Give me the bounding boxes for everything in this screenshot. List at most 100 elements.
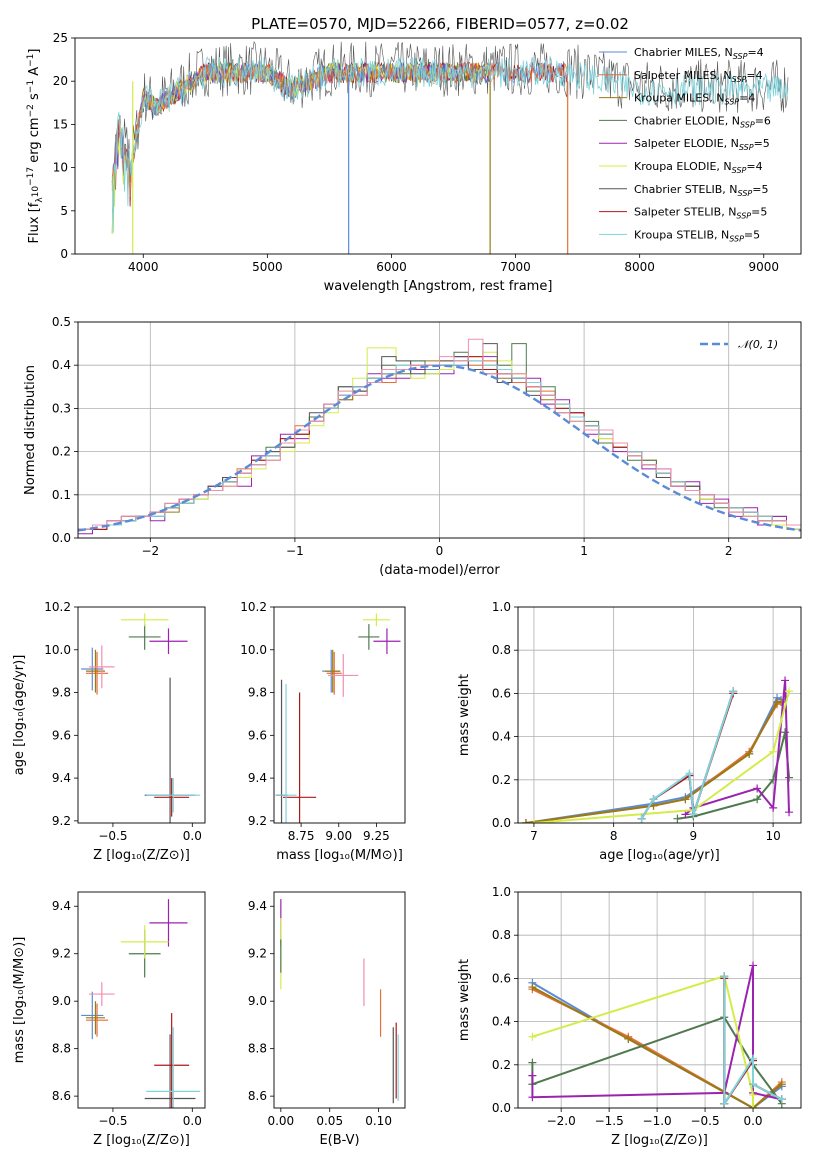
y-tick-label: 9.2 <box>52 814 71 828</box>
y-label-part: A <box>27 67 42 80</box>
spectrum-panel: 4000 5000 6000 7000 8000 9000 0 5 10 15 20 25 wavele… <box>26 31 802 294</box>
legend-tail: =5 <box>754 137 770 150</box>
massweight-line <box>533 690 790 823</box>
spectrum-line <box>111 56 789 233</box>
x-tick-label: 8000 <box>624 260 655 274</box>
y-tick-label: 0.2 <box>492 773 511 787</box>
massweight-marker <box>777 1095 786 1104</box>
y-label-part: −1 <box>26 54 36 67</box>
y-tick-label: 1.0 <box>492 600 511 614</box>
x-tick-label: 7 <box>530 829 538 843</box>
plot-area <box>81 899 201 1108</box>
legend-text: Chabrier MILES, N <box>634 46 733 59</box>
massweight-marker <box>749 1091 758 1100</box>
x-tick-label: 0.0 <box>183 1114 202 1128</box>
plot-area <box>521 676 794 823</box>
legend-tail: =5 <box>752 183 768 196</box>
massweight-marker <box>785 808 794 817</box>
plot-area <box>528 961 786 1108</box>
x-tick-label: 4000 <box>128 260 159 274</box>
residuals-panel: −2 −1 0 1 2 0.0 0.1 0.2 0.3 0.4 0.5 (data-model)/er… <box>23 315 802 578</box>
massweight-marker <box>681 810 690 819</box>
legend-text: Chabrier STELIB, N <box>634 183 738 196</box>
axes-frame <box>273 891 406 1109</box>
y-tick-label: 0.8 <box>492 928 511 942</box>
y-tick-label: 9.8 <box>52 686 71 700</box>
legend-sub: SSP <box>724 98 739 107</box>
legend-text: Salpeter MILES, N <box>634 69 732 82</box>
x-tick-label: 0.00 <box>267 1114 294 1128</box>
normal-curve <box>78 364 801 532</box>
figure-title: PLATE=0570, MJD=52266, FIBERID=0577, z=0… <box>251 15 629 33</box>
legend-text: Salpeter ELODIE, N <box>634 137 739 150</box>
y-tick-label: 0.4 <box>492 1015 511 1029</box>
massweight-marker <box>528 1058 537 1067</box>
y-tick-label: 5 <box>60 204 68 218</box>
plot-area <box>111 40 789 254</box>
y-tick-label: 20 <box>53 74 68 88</box>
x-tick-label: 5000 <box>252 260 283 274</box>
legend-sub: SSP <box>740 120 755 129</box>
x-tick-label: −0.5 <box>690 1114 719 1128</box>
massweight-marker <box>521 819 530 823</box>
legend-text: Kroupa ELODIE, N <box>634 160 732 173</box>
y-tick-label: 0.0 <box>52 531 71 545</box>
x-axis-label: Z [log₁₀(Z/Z⊙)] <box>93 1133 190 1148</box>
massweight-marker <box>529 819 538 823</box>
y-tick-label: 10.0 <box>44 643 71 657</box>
x-tick-label: 10 <box>765 829 780 843</box>
x-tick-label: 1 <box>580 544 588 558</box>
y-tick-label: 1.0 <box>492 885 511 899</box>
y-tick-label: 9.4 <box>248 771 267 785</box>
massweight-marker <box>528 983 537 992</box>
massweight-marker <box>528 1071 537 1080</box>
legend-sub: SSP <box>739 143 754 152</box>
legend-text: Kroupa MILES, N <box>634 92 724 105</box>
y-tick-label: 8.8 <box>52 1042 71 1056</box>
y-tick-label: 0.2 <box>52 445 71 459</box>
y-tick-label: 8.8 <box>248 1042 267 1056</box>
legend-text: Chabrier ELODIE, N <box>634 114 740 127</box>
massweight-marker <box>769 803 778 812</box>
massweight-marker <box>749 1054 758 1063</box>
x-tick-label: 9000 <box>748 260 779 274</box>
mass-vs-ebv-panel: 0.00 0.05 0.10 8.6 8.8 9.0 9.2 9.4 E(B-V) <box>248 891 406 1148</box>
legend-label: Kroupa MILES, NSSP=4 <box>634 92 755 107</box>
x-tick-label: 0.10 <box>365 1114 392 1128</box>
y-label-part: s <box>27 93 42 104</box>
y-tick-label: 9.4 <box>248 899 267 913</box>
axes-frame <box>517 891 802 1109</box>
plot-area <box>78 338 801 538</box>
y-tick-label: 9.2 <box>248 814 267 828</box>
y-label-part: Flux [f <box>27 202 42 243</box>
massweight-marker <box>781 728 790 737</box>
axes-frame <box>77 321 802 539</box>
legend-tail: =5 <box>744 228 760 241</box>
y-label-part: λ <box>35 197 45 203</box>
y-axis-label: mass weight <box>457 959 472 1041</box>
legend-tail: =5 <box>751 206 767 219</box>
legend-sub: SSP <box>738 189 753 198</box>
y-label-part: ] <box>27 49 42 54</box>
x-axis-label: (data-model)/error <box>379 563 500 578</box>
massweight-marker <box>749 1080 758 1089</box>
axes-frame <box>517 606 802 824</box>
y-label-part: 10 <box>31 186 41 198</box>
legend-text: Kroupa STELIB, N <box>634 228 729 241</box>
y-tick-label: 10.2 <box>44 600 71 614</box>
x-tick-label: 0.0 <box>183 829 202 843</box>
massweight-marker <box>753 784 762 793</box>
legend-label: Chabrier MILES, NSSP=4 <box>634 46 764 61</box>
plot-area <box>280 899 399 1104</box>
legend-label: Salpeter MILES, NSSP=4 <box>634 69 763 84</box>
massweight-marker <box>769 747 778 756</box>
y-axis-label: Normed distribution <box>23 365 38 495</box>
massweight-marker <box>729 687 738 696</box>
y-axis-label: mass weight <box>457 674 472 756</box>
age-vs-metallicity-panel: −0.5 0.0 9.2 9.4 9.6 9.8 10.0 10.2 Z [log₁₀(Z/Z⊙… <box>12 600 206 863</box>
x-axis-label: age [log₁₀(age/yr)] <box>599 848 720 863</box>
y-tick-label: 0.0 <box>492 1101 511 1115</box>
legend-label: Kroupa ELODIE, NSSP=4 <box>634 160 763 175</box>
massweight-marker <box>720 1099 729 1108</box>
legend-sub: SSP <box>736 212 751 221</box>
